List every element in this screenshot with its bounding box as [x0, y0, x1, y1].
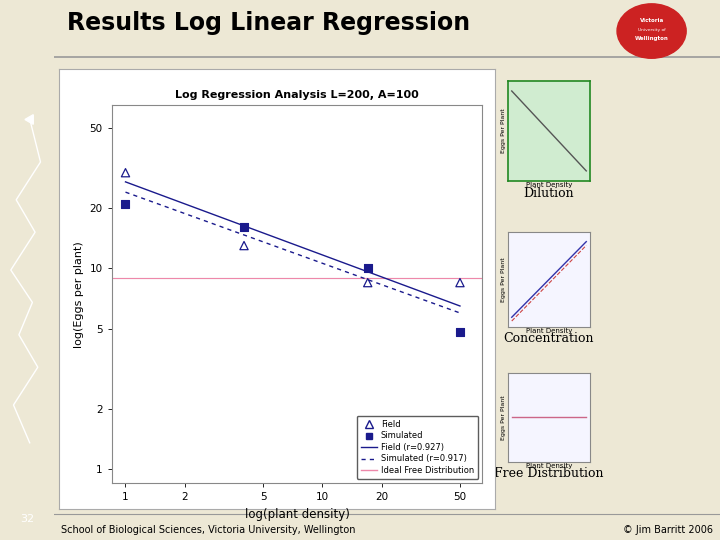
Point [454, 328, 466, 337]
Text: Free Distribution: Free Distribution [494, 467, 604, 481]
Point [238, 241, 250, 250]
X-axis label: Plant Density: Plant Density [526, 183, 572, 188]
Title: Log Regression Analysis L=200, A=100: Log Regression Analysis L=200, A=100 [175, 90, 419, 100]
Text: 32: 32 [20, 514, 34, 524]
Y-axis label: log(Eggs per plant): log(Eggs per plant) [74, 241, 84, 348]
Text: School of Biological Sciences, Victoria University, Wellington: School of Biological Sciences, Victoria … [60, 524, 355, 535]
X-axis label: Plant Density: Plant Density [526, 328, 572, 334]
Y-axis label: Eggs Per Plant: Eggs Per Plant [501, 109, 506, 153]
Text: Results Log Linear Regression: Results Log Linear Regression [68, 11, 470, 35]
Y-axis label: Eggs Per Plant: Eggs Per Plant [501, 257, 506, 302]
Text: University of: University of [638, 28, 665, 32]
Point [120, 168, 131, 177]
Point [454, 278, 466, 287]
Point [120, 199, 131, 208]
X-axis label: Plant Density: Plant Density [526, 463, 572, 469]
Point [362, 278, 374, 287]
Legend: Field, Simulated, Field (r=0.927), Simulated (r=0.917), Ideal Free Distribution: Field, Simulated, Field (r=0.927), Simul… [356, 416, 478, 479]
Circle shape [617, 4, 686, 58]
Y-axis label: Eggs Per Plant: Eggs Per Plant [501, 395, 506, 440]
Text: Victoria: Victoria [639, 18, 664, 23]
Text: Concentration: Concentration [504, 332, 594, 346]
Point [362, 264, 374, 273]
Point [238, 223, 250, 232]
Text: © Jim Barritt 2006: © Jim Barritt 2006 [624, 524, 714, 535]
X-axis label: log(plant density): log(plant density) [245, 508, 349, 521]
Text: Wellington: Wellington [635, 37, 668, 42]
Text: Dilution: Dilution [523, 186, 575, 200]
